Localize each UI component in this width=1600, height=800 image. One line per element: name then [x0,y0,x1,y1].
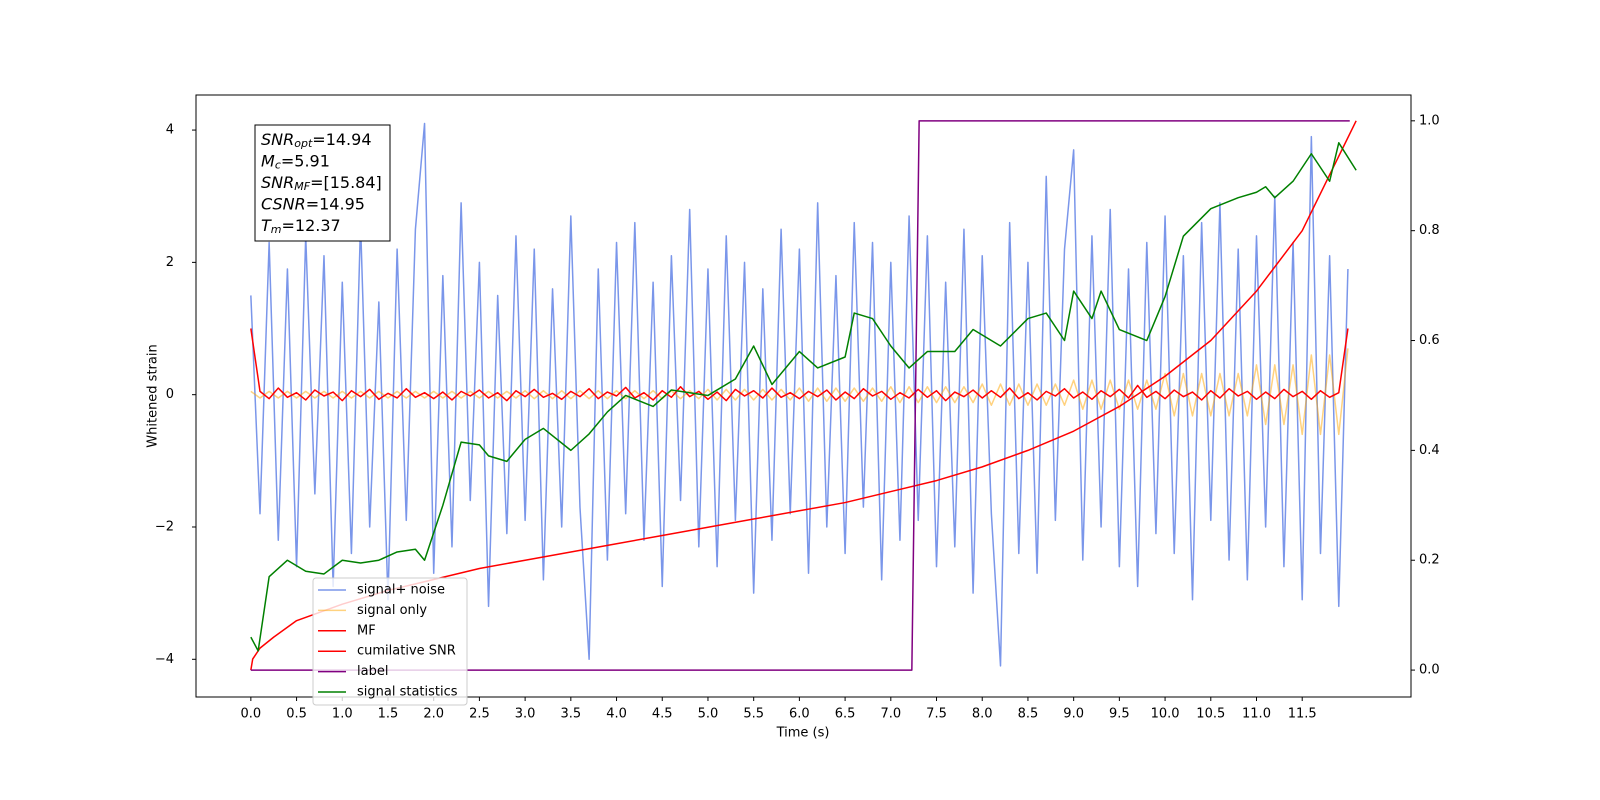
annotation-box: SNRopt=14.94Mc=5.91SNRMF=[15.84]CSNR=14.… [254,124,391,242]
x-tick-label: 0.0 [241,707,262,722]
x-tick-label: 11.5 [1288,707,1317,722]
y-tick-label: 4 [166,123,174,138]
x-tick-label: 3.0 [515,707,536,722]
y2-tick-label: 1.0 [1419,113,1440,128]
y-tick-label: 0 [166,387,174,402]
x-tick-label: 0.5 [286,707,307,722]
x-tick-label: 7.5 [926,707,947,722]
y2-tick-label: 0.4 [1419,443,1440,458]
annotation-line: Tm=12.37 [261,216,341,237]
x-tick-label: 6.5 [835,707,856,722]
x-tick-label: 4.5 [652,707,673,722]
series-line [250,348,1349,436]
series-line [250,122,1349,667]
x-tick-label: 9.0 [1063,707,1084,722]
plot-frame [195,94,1412,698]
y-tick-label: −2 [155,519,174,534]
annotation-symbol: CSNR [261,194,306,213]
y-tick-label: 2 [166,255,174,270]
x-tick-label: 5.0 [698,707,719,722]
legend-label: label [357,664,388,679]
annotation-line: Mc=5.91 [261,151,330,172]
x-tick-label: 9.5 [1109,707,1130,722]
annotation-subscript: opt [294,137,313,150]
annotation-symbol: T [261,216,272,235]
annotation-subscript: c [275,159,281,172]
x-tick-label: 1.5 [378,707,399,722]
x-tick-label: 11.0 [1242,707,1271,722]
series-line [250,120,1350,671]
annotation-line: SNRopt=14.94 [261,130,372,151]
x-tick-label: 4.0 [606,707,627,722]
y2-tick-label: 0.6 [1419,333,1440,348]
y2-tick-label: 0.8 [1419,223,1440,238]
annotation-line: SNRMF=[15.84] [261,173,382,194]
annotation-value: =14.94 [312,130,371,149]
annotation-value: =[15.84] [310,173,382,192]
annotation-subscript: m [271,223,282,236]
annotation-frame [254,124,391,242]
legend-label: signal+ noise [357,583,445,598]
annotation-symbol: M [261,151,275,170]
x-tick-label: 8.5 [1018,707,1039,722]
x-tick-label: 10.5 [1196,707,1225,722]
x-tick-label: 1.0 [332,707,353,722]
annotation-value: =14.95 [306,194,365,213]
y-axis-label: Whitened strain [146,344,161,447]
y-tick-label: −4 [155,652,174,667]
annotation-value: =5.91 [281,151,330,170]
x-tick-label: 6.0 [789,707,810,722]
annotation-value: =12.37 [282,216,341,235]
x-tick-label: 8.0 [972,707,993,722]
series-line [250,142,1357,652]
x-tick-label: 10.0 [1151,707,1180,722]
y2-tick-label: 0.2 [1419,553,1440,568]
legend-frame [312,577,468,706]
y2-tick-label: 0.0 [1419,663,1440,678]
annotation-line: CSNR=14.95 [261,194,365,213]
x-axis-label: Time (s) [776,726,830,741]
x-tick-label: 2.0 [423,707,444,722]
x-tick-label: 2.5 [469,707,490,722]
series-line [250,328,1349,402]
legend: signal+ noise signal only MF cumilative SNR… [312,577,468,706]
legend-label: cumilative SNR [357,644,456,659]
legend-label: signal statistics [357,685,458,700]
annotation-symbol: SNR [261,130,294,149]
x-tick-label: 5.5 [743,707,764,722]
annotation-subscript: MF [294,180,310,193]
annotation-symbol: SNR [261,173,294,192]
legend-label: MF [357,623,376,638]
x-tick-label: 3.5 [560,707,581,722]
x-tick-label: 7.0 [880,707,901,722]
legend-label: signal only [357,603,427,618]
